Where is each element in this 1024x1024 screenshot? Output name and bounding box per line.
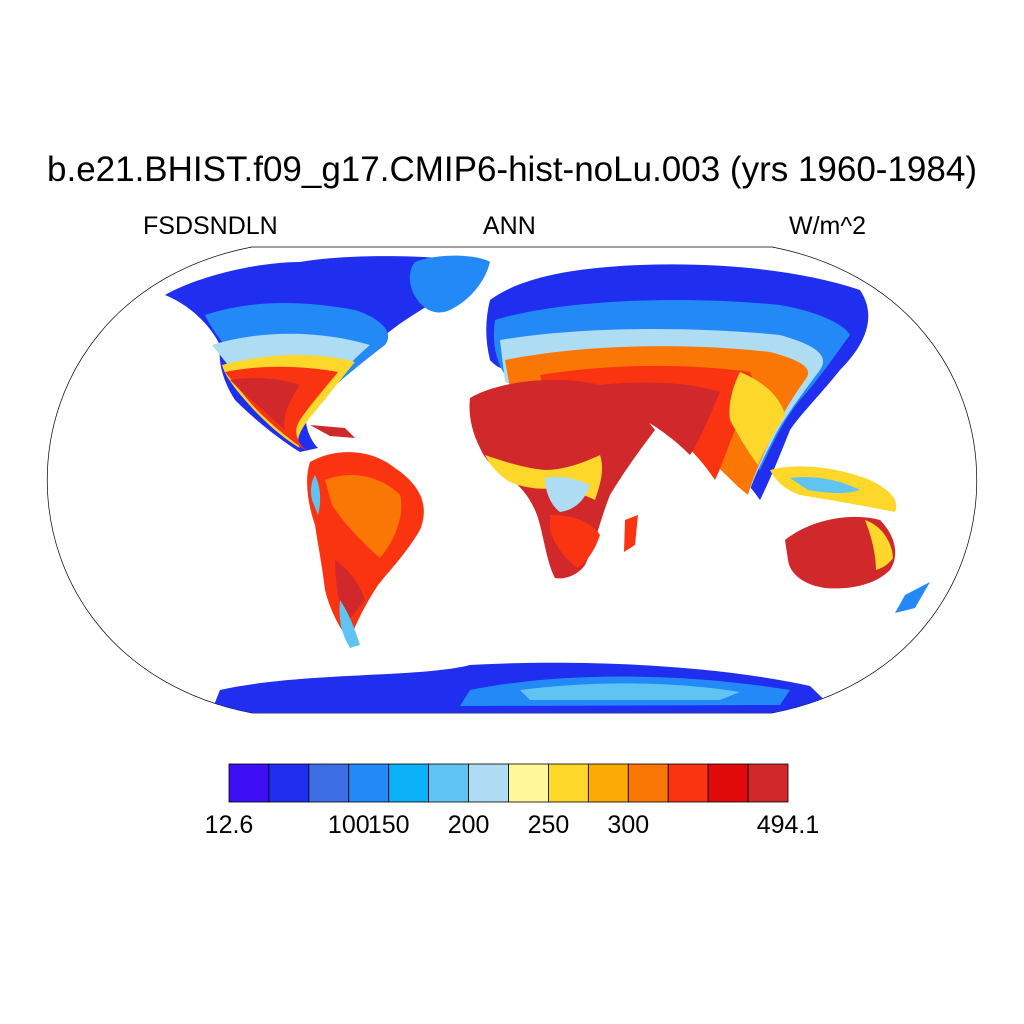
- region-north-america: [165, 256, 472, 452]
- colorbar-swatch: [228, 763, 270, 803]
- colorbar-swatch: [388, 763, 430, 803]
- colorbar-label: 150: [367, 811, 410, 839]
- colorbar-swatch: [667, 763, 709, 803]
- region-greenland: [409, 255, 490, 313]
- colorbar-label: 100: [327, 811, 370, 839]
- colorbar-swatch: [348, 763, 390, 803]
- region-new-zealand: [895, 582, 930, 613]
- colorbar-label: 250: [527, 811, 570, 839]
- colorbar-label: 200: [447, 811, 490, 839]
- colorbar-label: 12.6: [204, 811, 254, 839]
- season-label: ANN: [483, 212, 536, 240]
- colorbar-label: 300: [607, 811, 650, 839]
- region-africa: [469, 379, 655, 579]
- variable-label: FSDSNDLN: [143, 212, 278, 240]
- colorbar-swatch: [747, 763, 789, 803]
- colorbar-swatch: [508, 763, 549, 803]
- colorbar-swatch: [268, 763, 310, 803]
- map-title: b.e21.BHIST.f09_g17.CMIP6-hist-noLu.003 …: [47, 150, 977, 189]
- colorbar-label: 494.1: [756, 811, 820, 839]
- units-label: W/m^2: [789, 212, 867, 240]
- region-caribbean: [310, 425, 355, 438]
- colorbar-swatch: [548, 763, 589, 803]
- colorbar-swatch: [627, 763, 669, 803]
- region-antarctica: [210, 662, 840, 713]
- colorbar-swatch: [707, 763, 749, 803]
- colorbar-swatch: [428, 763, 469, 803]
- colorbar-swatch: [587, 763, 629, 803]
- region-madagascar: [624, 515, 638, 552]
- colorbar-swatch: [308, 763, 350, 803]
- region-australia: [785, 516, 896, 589]
- region-south-america: [307, 452, 424, 648]
- colorbar-swatch: [468, 763, 509, 803]
